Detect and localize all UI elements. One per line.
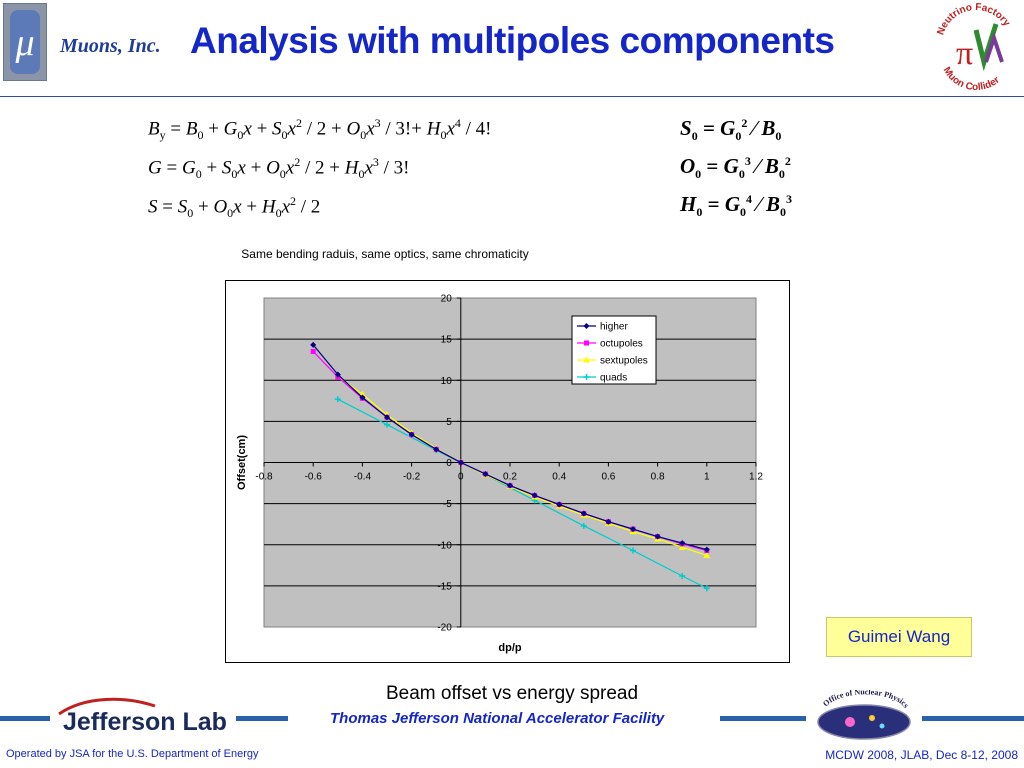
y-axis-label: Offset(cm) [236,435,248,490]
data-point-higher [334,371,341,378]
muons-inc-logo: μ [3,3,47,81]
legend-marker-higher [583,323,590,329]
nu-mark [973,23,999,72]
data-point-higher [457,459,464,466]
author-box: Guimei Wang [826,617,972,657]
data-point-quads [334,396,341,403]
x-tick-label: -0.8 [255,472,273,483]
muon-logo-inner: μ [10,10,40,74]
mu-mark [984,31,1004,63]
legend-label-octupoles: octupoles [600,339,643,350]
x-tick-label: -0.4 [354,472,372,483]
footer-band-mid [236,716,288,721]
data-point-higher [605,518,612,525]
office-of-nuclear-physics-logo: Office of Nuclear Physics [817,690,911,740]
company-name: Muons, Inc. [60,35,161,57]
data-point-higher [703,546,710,553]
chart-svg: 20 15 10 5 0 -5 -10 -15 -20 -0.8 -0.6 -0.4 -0.2 0 0.2 0… [236,294,763,655]
equation-o0: O0 = G03 ⁄ B02 [680,154,791,182]
data-point-higher [482,471,489,478]
caption: Beam offset vs energy spread [386,683,639,704]
data-point-higher [556,501,563,508]
data-point-quads [630,547,636,554]
x-tick-label: 0.2 [503,472,517,483]
equation-h0: H0 = G04 ⁄ B03 [680,192,793,220]
y-tick-label: 5 [446,417,452,428]
jlab-swoosh [58,697,156,716]
chart-frame: 20 15 10 5 0 -5 -10 -15 -20 -0.8 -0.6 -0.4 -0.2 0 0.2 0… [225,280,790,663]
pi-glyph: π [956,35,973,72]
data-point-higher [654,533,661,540]
y-tick-label: -5 [443,499,452,510]
legend-label-sextupoles: sextupoles [600,356,648,367]
x-tick-label: 0 [458,472,464,483]
data-point-sextupoles [703,551,711,558]
header-rule [0,96,1024,97]
legend-marker-quads [583,374,590,380]
page-title: Analysis with multipoles components [190,20,835,61]
y-tick-label: -10 [437,540,452,551]
equation-s: S = S0 + O0x + H0x2 / 2 [148,194,321,221]
onp-dot-2 [869,715,875,721]
data-point-sextupoles [678,543,686,550]
legend-marker-sextupoles [583,356,590,363]
x-tick-label: -0.6 [305,472,323,483]
x-tick-label: 0.6 [601,472,615,483]
footer-band-left [0,716,50,721]
jefferson-lab-logo: Jefferson Lab [58,697,227,736]
data-point-higher [531,492,538,499]
legend-label-higher: higher [600,322,628,333]
onp-dot-1 [845,717,855,727]
y-tick-label: 10 [441,376,453,387]
data-point-higher [580,510,587,517]
x-tick-label: -0.2 [403,472,421,483]
data-point-higher [679,540,686,547]
legend-label-quads: quads [600,373,627,384]
data-point-quads [384,421,390,428]
data-point-quads [679,573,686,580]
data-point-higher [384,414,390,421]
footer-band-right-a [720,716,806,721]
onp-ellipse [817,704,911,740]
x-axis-label: dp/p [498,642,521,654]
jlab-full-name: Thomas Jefferson National Accelerator Fa… [330,710,665,727]
y-tick-label: 15 [441,335,453,346]
mu-glyph: μ [15,22,35,64]
data-point-quads [580,522,587,529]
data-point-higher [507,482,513,489]
data-point-higher [408,431,415,438]
x-tick-label: 1.2 [749,472,763,483]
equation-s0: S0 = G02 ⁄ B0 [680,116,782,144]
data-point-higher [433,446,440,453]
data-point-octupoles [310,348,316,354]
data-point-higher [310,341,317,348]
equation-by: By = B0 + G0x + S0x2 / 2 + O0x3 / 3!+ H0… [148,116,492,143]
x-tick-label: 0.4 [552,472,566,483]
y-tick-label: 0 [446,458,452,469]
x-tick-label: 0.8 [651,472,665,483]
data-point-higher [359,394,366,401]
footer-operated-by: Operated by JSA for the U.S. Department … [6,748,259,760]
jlab-logo-text: Jefferson Lab [63,708,227,736]
onp-dot-3 [879,723,885,729]
data-point-quads [703,585,710,592]
chart-title: Same bending raduis, same optics, same c… [241,247,529,261]
data-point-higher [630,526,636,533]
y-tick-label: 20 [441,294,453,305]
footer-conference: MCDW 2008, JLAB, Dec 8-12, 2008 [825,748,1018,762]
legend-marker-octupoles [584,340,589,346]
equation-g: G = G0 + S0x + O0x2 / 2 + H0x3 / 3! [148,155,410,182]
footer-band-right-b [922,716,1024,721]
neutrino-factory-logo: Neutrino Factory Muon Collider π [935,2,1012,90]
y-tick-label: -20 [437,623,452,634]
series-line-sextupoles [337,375,707,557]
x-tick-label: 1 [704,472,710,483]
y-tick-label: -15 [437,581,452,592]
